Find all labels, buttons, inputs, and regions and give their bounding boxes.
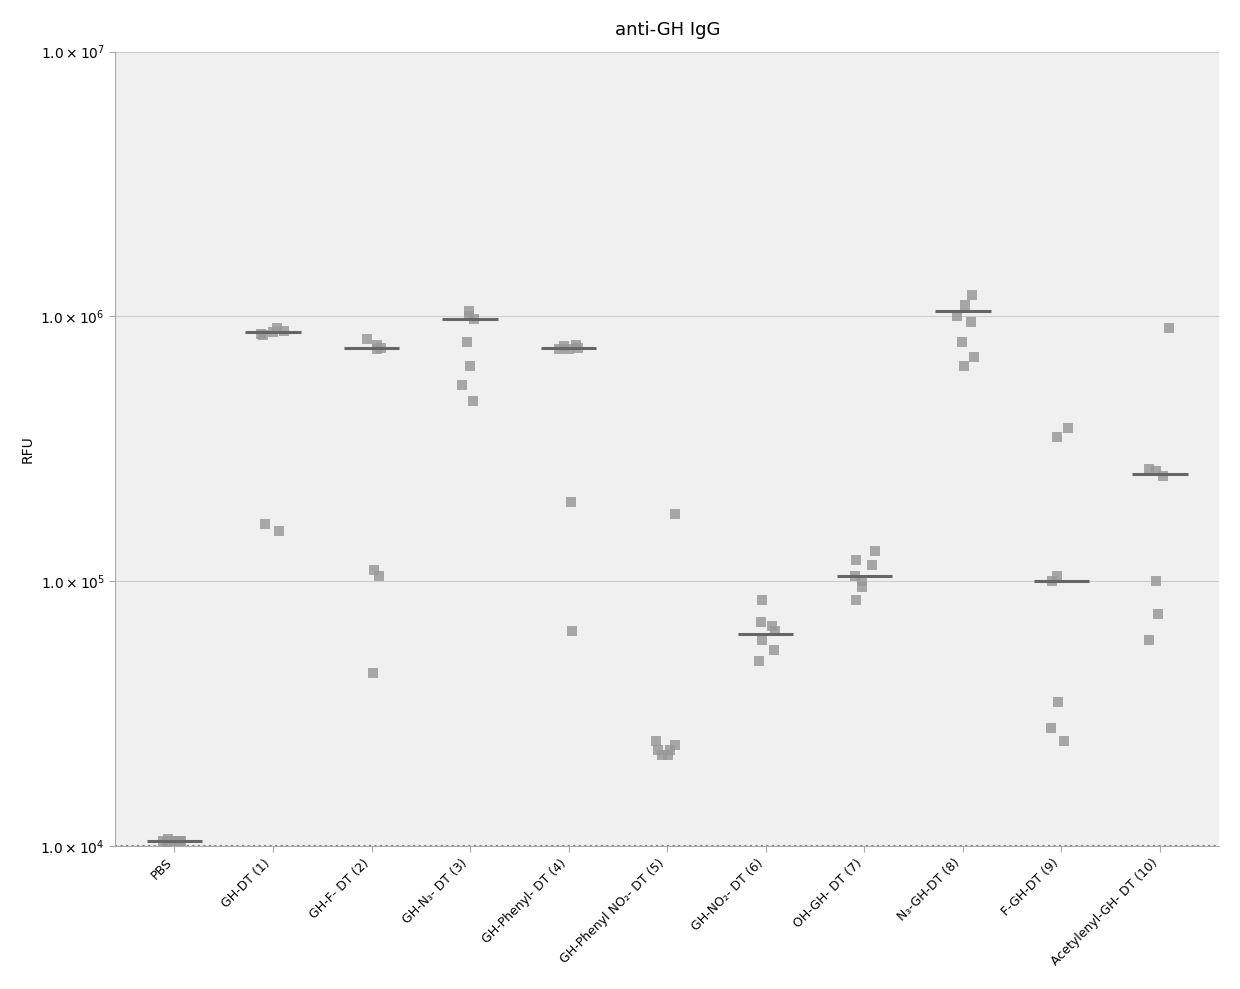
Point [952,334,972,350]
Point [1147,464,1167,480]
Title: anti-GH IgG: anti-GH IgG [615,21,720,39]
Point [463,393,482,408]
Point [269,523,289,539]
Point [459,303,479,318]
Point [652,748,672,764]
Point [562,494,582,509]
Point [157,832,177,848]
Point [253,327,273,343]
Point [1058,419,1078,435]
Point [751,592,771,608]
Point [753,632,773,648]
Point [154,833,174,849]
Point [565,337,585,353]
Point [562,623,582,639]
Point [451,377,471,393]
Point [1146,574,1166,589]
Point [962,288,982,304]
Point [365,563,384,579]
Point [464,311,484,326]
Point [367,341,387,357]
Point [263,324,283,340]
Point [649,743,668,759]
Y-axis label: RFU: RFU [21,435,35,463]
Point [862,557,882,573]
Point [274,323,294,339]
Point [167,833,187,849]
Point [751,614,771,630]
Point [367,337,387,353]
Point [1040,720,1060,736]
Point [568,340,588,356]
Point [372,340,392,356]
Point [559,341,579,357]
Point [362,666,382,681]
Point [460,358,480,374]
Point [171,833,191,849]
Point [1054,733,1074,749]
Point [961,315,981,330]
Point [852,580,872,595]
Point [1159,320,1179,336]
Point [157,834,177,850]
Point [554,338,574,354]
Point [844,568,864,584]
Point [965,349,985,365]
Point [646,733,666,749]
Point [1048,429,1068,445]
Point [954,358,973,374]
Point [665,738,684,754]
Point [1042,574,1061,589]
Point [1153,468,1173,484]
Point [852,574,872,589]
Point [459,309,479,324]
Point [370,568,389,584]
Point [846,553,866,569]
Point [947,309,967,324]
Point [749,653,769,669]
Point [1140,461,1159,477]
Point [549,341,569,357]
Point [170,833,190,849]
Point [665,505,684,521]
Point [1048,694,1068,710]
Point [1148,606,1168,622]
Point [165,833,185,849]
Point [458,334,477,350]
Point [765,623,785,639]
Point [1047,568,1066,584]
Point [357,331,377,347]
Point [866,543,885,559]
Point [1140,632,1159,648]
Point [955,298,975,314]
Point [660,743,680,759]
Point [252,325,272,341]
Point [761,618,781,634]
Point [847,592,867,608]
Point [658,748,678,764]
Point [255,515,275,531]
Point [268,320,288,336]
Point [764,642,784,658]
